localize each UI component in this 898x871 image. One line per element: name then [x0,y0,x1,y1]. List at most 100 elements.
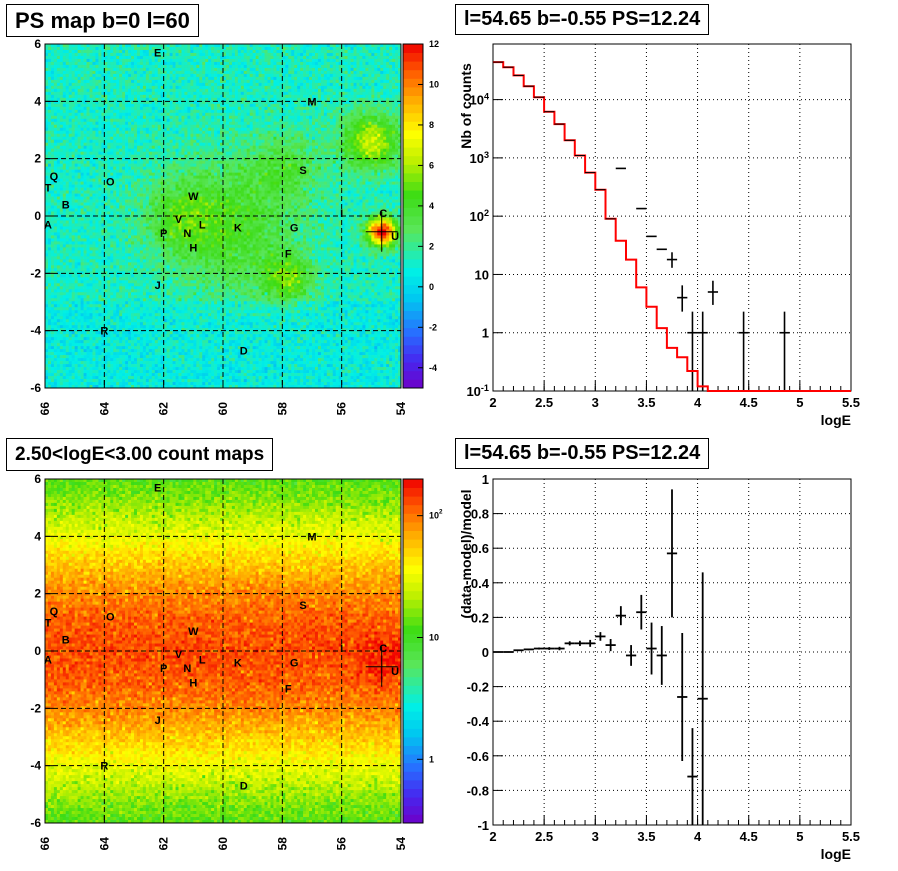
ps-map-source-label: T [45,182,52,194]
count-map-colorbar-segment [403,479,423,488]
count-map-source-label: D [240,781,248,793]
ps-map-colorbar-segment [403,284,423,294]
ps-map-colorbar-segment [403,112,423,122]
residual-tick-label-y: -0.8 [467,783,489,798]
count-map-colorbar-frame [402,478,424,824]
residual-tick-label-x: 3 [592,829,599,844]
count-map-tick-label-y: 6 [34,472,41,486]
count-map-source-label: T [45,617,52,629]
ps-map-colorbar-segment [403,44,423,53]
ps-map-source-label: Q [50,171,59,183]
residual-tick-label-x: 5.5 [842,829,860,844]
ps-map-colorbar-segment [403,173,423,182]
ps-map-colorbar-segment [403,155,423,165]
count-map-colorbar-segment [403,814,423,824]
ps-map-colorbar-segment [403,121,423,131]
ps-map-colorbar-segment [403,336,423,346]
ps-map-colorbar-segment [403,310,423,320]
count-map-colorbar-segment [403,719,423,729]
count-map-tick-label-y: 4 [34,529,41,543]
residual-ylabel: (data-model)/model [458,489,474,618]
spectrum-tick-label-x: 2 [489,395,496,410]
ps-map-colorbar-segment [403,224,423,234]
ps-map-tick-label-x: 66 [38,402,52,416]
residual-tick-label-x: 3.5 [637,829,655,844]
count-map-tick-label-x: 62 [157,837,171,851]
ps-map-source-label: L [199,220,206,232]
ps-map-colorbar-segment [403,181,423,191]
ps-map-source-label: S [299,165,306,177]
ps-map-tick-label-x: 54 [394,402,408,416]
count-map-colorbar-segment [403,651,423,660]
count-map-colorbar-segment [403,694,423,703]
count-map-colorbar-segment [403,668,423,678]
ps-map-source-label: G [290,222,299,234]
count-map-source-label: H [189,678,197,690]
count-map-colorbar-segment [403,737,423,746]
residual-tick-label-y: -0.4 [467,714,490,729]
spectrum-tick-label-y: 1 [482,326,489,341]
count-map-source-label: C [379,643,387,655]
ps-map-source-label: A [44,220,52,232]
ps-map-tick-label-y: -4 [30,324,41,338]
spectrum-tick-label-x: 5 [796,395,803,410]
ps-map-tick-label-x: 62 [157,402,171,416]
spectrum-tick-label-y: 102 [469,208,489,224]
count-map-colorbar-segment [403,711,423,721]
count-map-source-label: Q [50,606,59,618]
count-map-colorbar-segment [403,487,423,497]
residual-tick-label-y: 0 [482,645,489,660]
ps-map-tick-label-y: 4 [34,94,41,108]
ps-map-source-label: D [240,346,248,358]
ps-map-colorbar-label: -2 [429,322,437,332]
count-map-tick-label-x: 60 [216,837,230,851]
ps-map-colorbar-segment [403,216,423,225]
ps-map-tick-label-x: 58 [275,402,289,416]
ps-map-source-label: V [175,214,183,226]
spectrum-tick-label-x: 3.5 [637,395,655,410]
spectrum-tick-label-x: 4.5 [740,395,758,410]
count-map-cells [45,479,402,824]
count-map-colorbar-segment [403,496,423,506]
count-map-frame [44,478,402,824]
ps-map-source-label: P [160,228,167,240]
count-map-source-label: G [290,657,299,669]
ps-map-source-label: K [234,222,242,234]
ps-map-tick-label-y: 0 [34,209,41,223]
spectrum-tick-label-x: 5.5 [842,395,860,410]
spectrum-tick-label-x: 3 [592,395,599,410]
count-map-colorbar-segment [403,771,423,781]
count-map-source-label: W [188,626,199,638]
count-map-colorbar: 1 10 102 [402,478,443,824]
residual-tick-label-y: -0.6 [467,749,489,764]
residual-tick-label-y: 0.6 [471,541,489,556]
ps-map-source-label: H [189,243,197,255]
spectrum-tick-label-x: 2.5 [535,395,553,410]
residual-tick-label-x: 4.5 [740,829,758,844]
ps-map-source-label: O [106,177,115,189]
ps-map-colorbar-segment [403,207,423,217]
count-map-colorbar-segment [403,539,423,549]
count-map-tick-label-x: 64 [97,837,111,851]
spectrum-title: l=54.65 b=-0.55 PS=12.24 [455,4,710,35]
count-map-colorbar-segment [403,599,423,609]
count-map-colorbar-segment [403,608,423,617]
spectrum-tick-label-y: 10-1 [466,383,489,399]
ps-map-colorbar-segment [403,370,423,380]
count-map-colorbar-label: 1 [429,754,434,764]
count-map-colorbar-segment [403,797,423,807]
ps-map-colorbar-segment [403,52,423,62]
count-map-tick-label-x: 66 [38,837,52,851]
ps-map-tick-label-x: 64 [97,402,111,416]
ps-map-colorbar-label: 8 [429,120,434,130]
ps-map-colorbar-segment [403,130,423,139]
spectrum-tick-label-x: 4 [694,395,702,410]
residual: 2 2.5 3 3.5 4 4.5 5 5.5 -1 -0.8 -0.6 -0.4 -0.2 0 0.2 0.… [458,472,860,862]
count-map-colorbar-segment [403,685,423,695]
ps-map-source-label: R [100,326,108,338]
ps-map-colorbar-segment [403,302,423,311]
ps-map-colorbar-segment [403,69,423,79]
ps-map-colorbar-segment [403,138,423,148]
residual-tick-label-y: 1 [482,472,489,487]
